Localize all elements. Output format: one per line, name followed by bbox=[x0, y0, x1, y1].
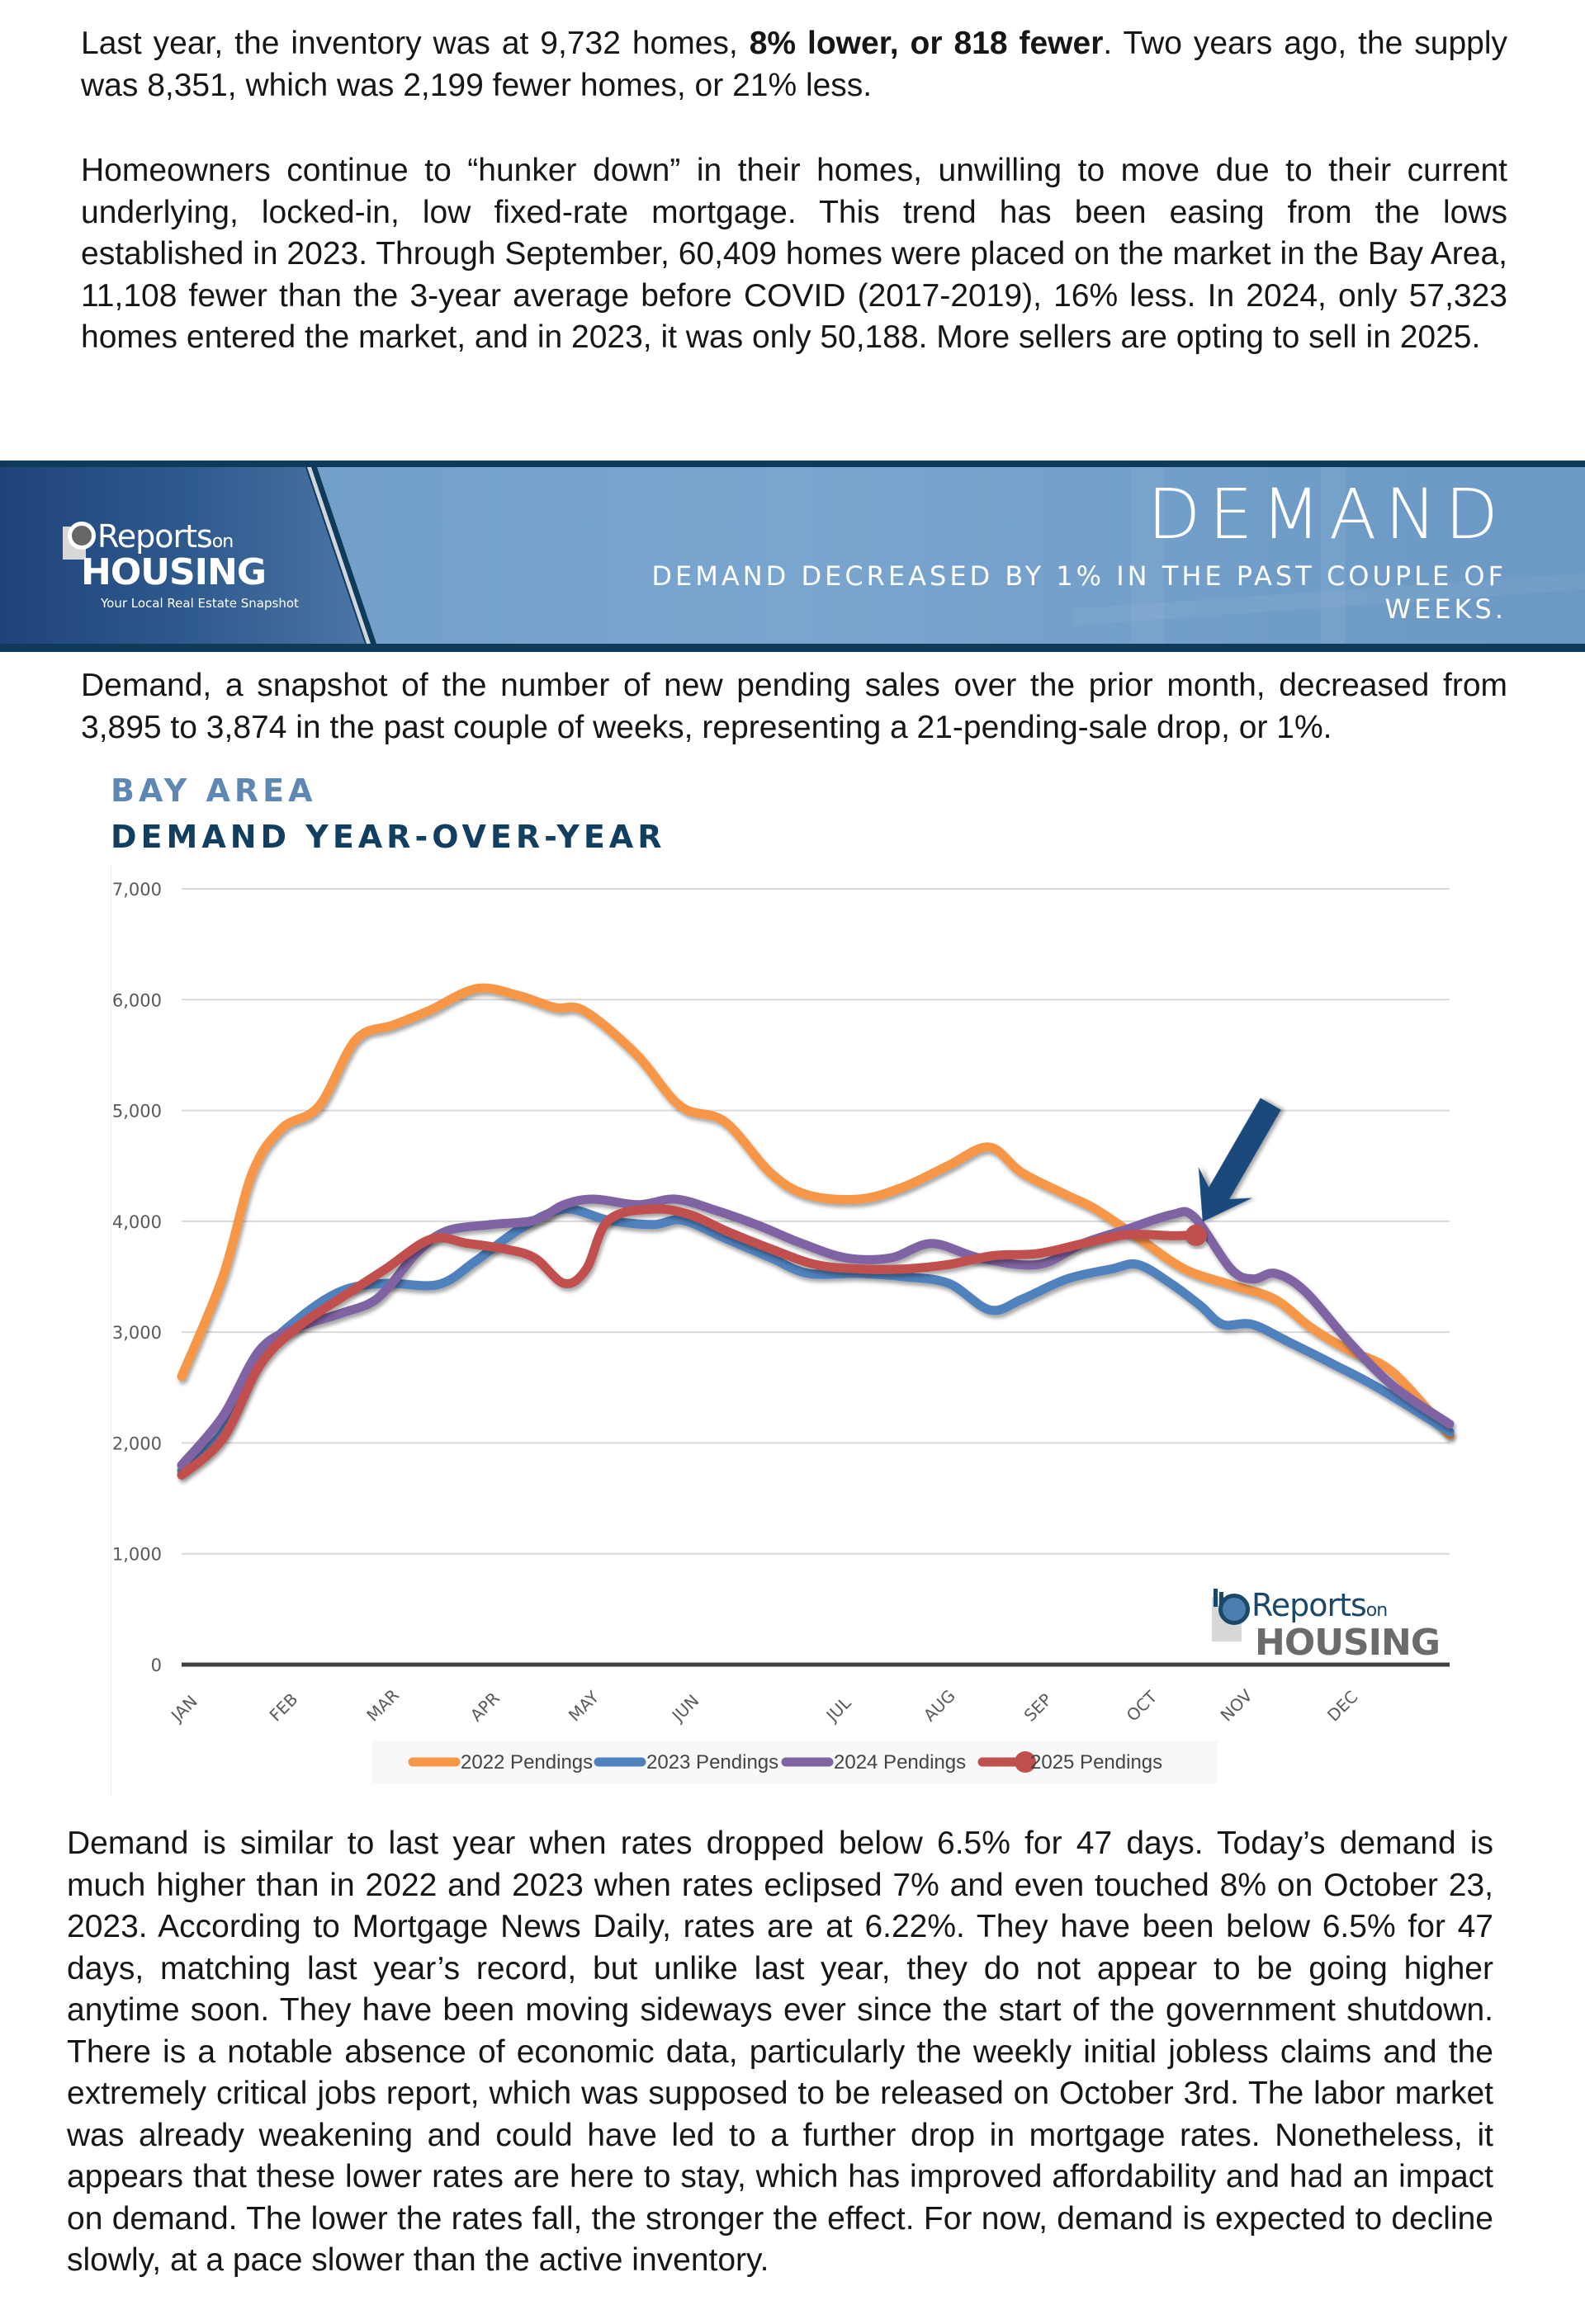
watermark-wordmark-reports: Reportson bbox=[1251, 1587, 1388, 1623]
y-tick-label: 2,000 bbox=[112, 1434, 162, 1453]
x-tick-label: MAY bbox=[565, 1687, 603, 1726]
y-tick-label: 3,000 bbox=[112, 1323, 162, 1343]
section-banner: Reportson HOUSING Your Local Real Estate… bbox=[0, 461, 1585, 652]
annotation-arrow-icon bbox=[1198, 1098, 1281, 1222]
x-tick-label: FEB bbox=[266, 1689, 302, 1726]
banner-title: DEMAND bbox=[1147, 474, 1507, 555]
x-tick-label: JUN bbox=[667, 1690, 703, 1726]
x-tick-label: APR bbox=[466, 1688, 504, 1725]
logo-wordmark-reports: Reportson bbox=[97, 518, 234, 555]
legend-marker bbox=[1015, 1751, 1036, 1773]
x-tick-label: NOV bbox=[1217, 1685, 1256, 1725]
y-tick-label: 7,000 bbox=[112, 880, 162, 900]
y-tick-label: 5,000 bbox=[112, 1102, 162, 1122]
banner-background: Reportson HOUSING Your Local Real Estate… bbox=[0, 467, 1585, 644]
demand-intro-paragraph: Demand, a snapshot of the number of new … bbox=[81, 668, 1507, 745]
inventory-text-bold: 8% lower, or 818 fewer bbox=[749, 26, 1104, 61]
x-tick-label: JUL bbox=[821, 1693, 855, 1726]
watermark-wordmark-housing: HOUSING bbox=[1255, 1622, 1441, 1664]
new-listings-paragraph: Homeowners continue to “hunker down” in … bbox=[81, 153, 1507, 355]
y-tick-label: 4,000 bbox=[112, 1212, 162, 1232]
x-tick-label: MAR bbox=[362, 1685, 403, 1726]
watermark-bars-icon bbox=[1214, 1589, 1218, 1607]
rates-commentary-paragraph: Demand is similar to last year when rate… bbox=[67, 1826, 1493, 2278]
banner-subtitle: DEMAND DECREASED BY 1% IN THE PAST COUPL… bbox=[651, 560, 1507, 625]
x-tick-label: OCT bbox=[1123, 1686, 1162, 1725]
x-tick-label: AUG bbox=[920, 1686, 959, 1726]
x-tick-label: JAN bbox=[166, 1691, 201, 1726]
series-line-2023-pendings bbox=[177, 1204, 1455, 1476]
series-line-2022-pendings bbox=[177, 983, 1455, 1440]
chart-region-label: BAY AREA bbox=[111, 772, 317, 809]
legend-label: 2025 Pendings bbox=[1030, 1751, 1162, 1774]
series-line-2024-pendings bbox=[177, 1194, 1455, 1470]
legend-label: 2023 Pendings bbox=[646, 1751, 778, 1774]
reports-on-housing-logo: Reportson HOUSING Your Local Real Estate… bbox=[59, 515, 307, 614]
series-line-2025-pendings bbox=[177, 1204, 1201, 1480]
x-tick-label: SEP bbox=[1020, 1689, 1056, 1725]
inventory-text-a: Last year, the inventory was at 9,732 ho… bbox=[81, 26, 750, 61]
series-end-marker bbox=[1185, 1224, 1207, 1246]
y-tick-label: 6,000 bbox=[112, 990, 162, 1010]
arrow-shape bbox=[1198, 1098, 1281, 1222]
inventory-text-b: . Two years ago, the supply was 8,351, w… bbox=[81, 26, 1508, 103]
chart-watermark-logo: Reportson HOUSING bbox=[1212, 1587, 1451, 1664]
legend-label: 2024 Pendings bbox=[834, 1751, 966, 1774]
x-tick-label: DEC bbox=[1323, 1687, 1362, 1726]
y-tick-label: 0 bbox=[151, 1656, 162, 1675]
chart-title: DEMAND YEAR-OVER-YEAR bbox=[111, 819, 666, 855]
y-tick-label: 1,000 bbox=[112, 1545, 162, 1565]
watermark-magnifier-icon bbox=[1218, 1594, 1250, 1625]
logo-wordmark-housing: HOUSING bbox=[81, 551, 267, 593]
logo-tagline: Your Local Real Estate Snapshot bbox=[101, 596, 299, 611]
inventory-paragraph: Last year, the inventory was at 9,732 ho… bbox=[81, 23, 1507, 106]
logo-magnifier-icon bbox=[68, 522, 96, 550]
banner-logo-panel bbox=[0, 467, 367, 644]
chart-canvas: 0 1,000 2,000 3,000 4,000 5,000 6,000 7,000 JAN F… bbox=[112, 880, 1455, 1783]
legend-label: 2022 Pendings bbox=[461, 1751, 593, 1774]
